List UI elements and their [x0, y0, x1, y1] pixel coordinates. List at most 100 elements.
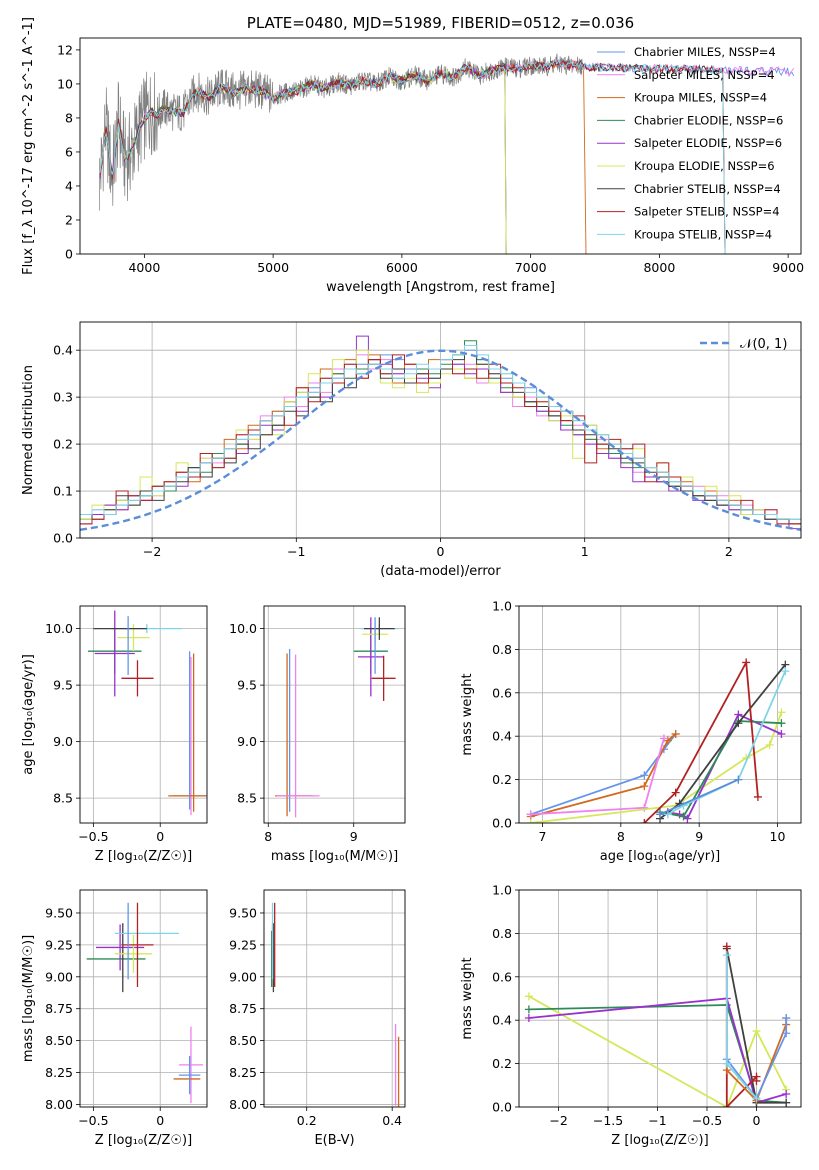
- weight-point-marker: [781, 667, 790, 676]
- y-tick-label: 8.75: [45, 1001, 73, 1016]
- errorbar-point: [121, 660, 154, 697]
- weight-point-marker: [640, 771, 649, 780]
- y-tick-label: 0.4: [53, 343, 73, 358]
- axes-frame: [518, 605, 802, 824]
- x-tick-label: 9000: [772, 260, 804, 275]
- plot-area: [86, 902, 203, 1104]
- weight-point-marker: [782, 1089, 791, 1098]
- y-tick-label: 9.5: [53, 678, 73, 693]
- errorbar-point: [363, 617, 395, 640]
- y-tick-label: 8.00: [45, 1097, 73, 1112]
- plot-area: [88, 610, 207, 816]
- weight-point-marker: [753, 792, 762, 801]
- y-tick-label: 0.0: [492, 816, 512, 831]
- weight-series-line: [528, 997, 787, 1104]
- x-tick-label: 9: [695, 829, 703, 844]
- x-axis-label: wavelength [Angstrom, rest frame]: [326, 280, 555, 295]
- y-tick-label: 10.0: [45, 621, 73, 636]
- legend-entry: 𝒩(0, 1): [740, 337, 787, 352]
- weight-point-marker: [782, 1029, 791, 1038]
- x-tick-label: 10: [770, 829, 786, 844]
- y-tick-label: 6: [65, 144, 73, 159]
- legend-entry: Chabrier STELIB, NSSP=4: [634, 182, 781, 196]
- y-tick-label: 4: [65, 178, 73, 193]
- y-tick-label: 0.4: [492, 729, 512, 744]
- panel-age-vs-Z: −0.5 0 8.5 9.0 9.5 10.0 Z [log₁₀(Z/Z☉)] age [lo…: [21, 605, 208, 864]
- y-tick-label: 0.8: [492, 642, 512, 657]
- weight-point-marker: [679, 812, 688, 821]
- plot-area: [271, 902, 400, 1107]
- x-tick-label: 8: [617, 829, 625, 844]
- weight-point-marker: [782, 1098, 791, 1107]
- errorbar-point: [178, 1026, 203, 1104]
- y-tick-label: 9.00: [45, 969, 73, 984]
- errorbar-point: [114, 934, 153, 973]
- weight-point-marker: [524, 1014, 533, 1023]
- legend-entry: Kroupa MILES, NSSP=4: [634, 91, 767, 105]
- x-axis-label: (data-model)/error: [380, 564, 501, 579]
- weight-point-marker: [640, 782, 649, 791]
- axes-frame: [79, 605, 208, 824]
- y-tick-label: 0.4: [492, 1013, 512, 1028]
- x-tick-label: −0.5: [78, 1113, 108, 1128]
- weight-point-marker: [765, 740, 774, 749]
- y-tick-label: 9.25: [229, 937, 257, 952]
- weight-point-marker: [742, 658, 751, 667]
- x-tick-label: 8: [264, 829, 272, 844]
- plot-area: [526, 658, 790, 823]
- errorbar-point: [358, 617, 384, 697]
- weight-point-marker: [524, 1005, 533, 1014]
- y-tick-label: 9.0: [237, 734, 257, 749]
- panel-age-vs-mass: 8 9 8.5 9.0 9.5 10.0 mass [log₁₀(M/M☉)]: [229, 605, 406, 864]
- legend-entry: Kroupa ELODIE, NSSP=6: [634, 159, 775, 173]
- y-tick-label: 8.50: [229, 1033, 257, 1048]
- axes-frame: [263, 605, 406, 824]
- errorbar-point: [94, 610, 135, 697]
- legend: Chabrier MILES, NSSP=4 Salpeter MILES, NS…: [597, 45, 783, 241]
- y-tick-label: 8.5: [237, 791, 257, 806]
- normal-reference-curve: [80, 349, 801, 531]
- y-tick-label: 8.50: [45, 1033, 73, 1048]
- x-tick-label: 1: [581, 544, 589, 559]
- panel-weight-vs-Z: −2 −1.5 −1 −0.5 0 0.0 0.2 0.4 0.6 0.8 1.0 Z [log₁₀(…: [460, 883, 802, 1148]
- weight-point-marker: [734, 775, 743, 784]
- weight-point-marker: [671, 788, 680, 797]
- y-axis-label: age [log₁₀(age/yr)]: [21, 654, 36, 775]
- y-tick-label: 0.6: [492, 685, 512, 700]
- weight-point-marker: [526, 810, 535, 819]
- panel-mass-vs-Z: −0.5 0 8.00 8.25 8.50 8.75 9.00 9.25 9.50 Z [log₁…: [21, 889, 208, 1148]
- legend-entry: Salpeter ELODIE, NSSP=6: [634, 136, 782, 150]
- x-tick-label: 0: [752, 1113, 760, 1128]
- x-tick-label: −1: [287, 544, 305, 559]
- x-tick-label: −1: [648, 1113, 666, 1128]
- chart-title: PLATE=0480, MJD=51989, FIBERID=0512, z=0…: [247, 14, 634, 32]
- plot-area: [80, 335, 801, 531]
- observed-spectrum-line: [98, 53, 583, 211]
- y-tick-label: 0.2: [492, 1056, 512, 1071]
- y-tick-label: 10.0: [229, 621, 257, 636]
- y-tick-label: 8: [65, 110, 73, 125]
- x-tick-label: 2: [725, 544, 733, 559]
- errorbar-point: [371, 655, 396, 701]
- legend-entry: Chabrier ELODIE, NSSP=6: [634, 113, 783, 127]
- y-tick-label: 9.50: [45, 905, 73, 920]
- weight-point-marker: [722, 951, 731, 960]
- y-tick-label: 0.6: [492, 969, 512, 984]
- x-tick-label: 0.4: [382, 1113, 402, 1128]
- x-tick-label: −2: [549, 1113, 567, 1128]
- weight-point-marker: [640, 803, 649, 812]
- y-tick-label: 9.00: [229, 969, 257, 984]
- weight-point-marker: [722, 1103, 731, 1107]
- y-tick-label: 0: [65, 247, 73, 262]
- y-tick-label: 0.2: [492, 772, 512, 787]
- y-tick-label: 2: [65, 212, 73, 227]
- y-tick-label: 9.50: [229, 905, 257, 920]
- y-tick-label: 9.25: [45, 937, 73, 952]
- plot-area: [275, 617, 399, 818]
- x-tick-label: −1.5: [593, 1113, 623, 1128]
- axes-frame: [263, 889, 406, 1108]
- y-axis-label: mass weight: [460, 673, 475, 755]
- x-tick-label: −0.5: [692, 1113, 722, 1128]
- axes-frame: [79, 321, 802, 539]
